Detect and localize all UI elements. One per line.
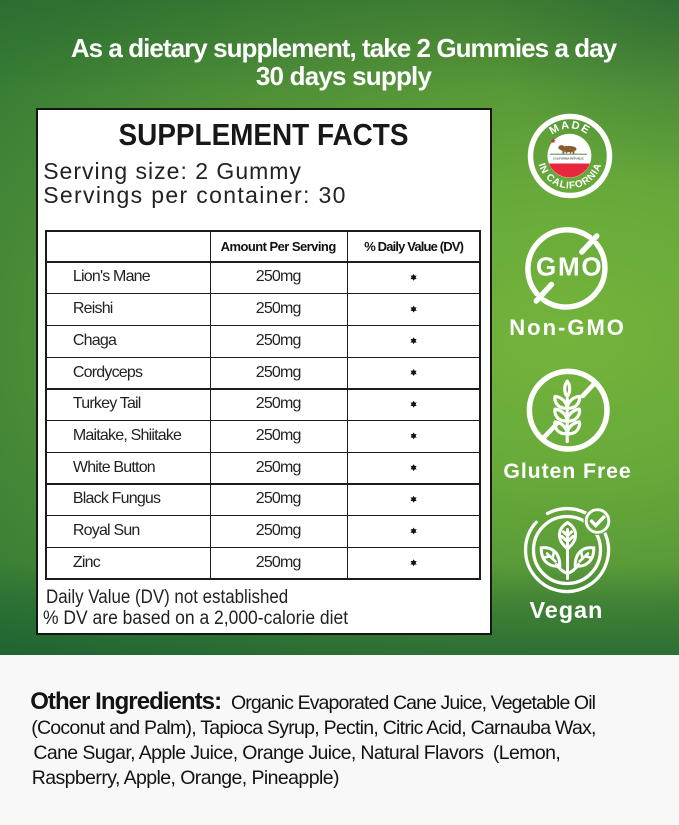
svg-text:GMO: GMO bbox=[536, 252, 604, 282]
svg-text:CALIFORNIA REPUBLIC: CALIFORNIA REPUBLIC bbox=[553, 156, 584, 160]
